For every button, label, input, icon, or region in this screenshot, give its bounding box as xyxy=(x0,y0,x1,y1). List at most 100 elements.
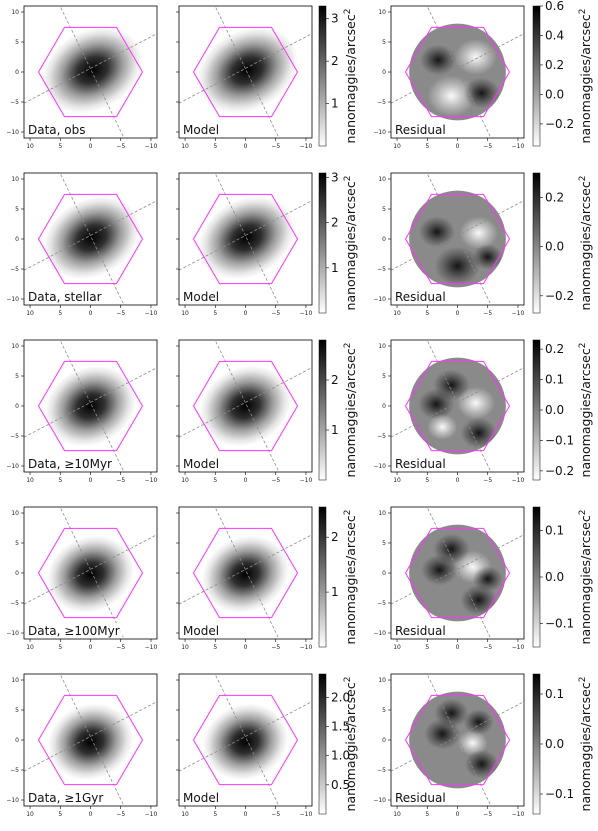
colorbar-label-sup: 2 xyxy=(578,677,588,683)
panel-model-3: 10 5 0 −5 −10 Model xyxy=(176,339,312,484)
residual-feature-2 xyxy=(456,386,495,420)
y-tick-label: −5 xyxy=(10,600,19,607)
hexagon-footprint xyxy=(404,360,511,452)
panel-model-2: 10 5 0 −5 −10 Model xyxy=(176,172,312,317)
colorbar-tick-label: −0.1 xyxy=(545,433,574,447)
panel-label: Model xyxy=(183,290,219,304)
colorbar-tick-label: 0.0 xyxy=(545,570,564,584)
panel-label-bg xyxy=(180,289,223,304)
y-tick-label: 5 xyxy=(382,707,386,714)
panel-residual-3: 10 5 0 −5 −10 10 5 0 −5 −10 Residual xyxy=(373,339,524,484)
x-tick-label: 5 xyxy=(58,477,62,484)
colorbar-tick-label: −0.2 xyxy=(545,117,574,131)
colorbar-gradient xyxy=(532,673,541,815)
x-tick-label: 5 xyxy=(425,477,429,484)
x-tick-label: −5 xyxy=(271,143,280,150)
panel-label: Residual xyxy=(395,290,446,304)
x-tick-label: −5 xyxy=(116,310,125,317)
colorbar-tick-label: 1 xyxy=(331,261,339,275)
residual-feature-4 xyxy=(433,369,470,401)
y-tick-label: 10 xyxy=(378,9,386,16)
residual-feature-2 xyxy=(459,216,499,250)
panel-plot-area xyxy=(391,6,524,138)
hexagon-footprint xyxy=(404,26,511,118)
y-tick-label: −5 xyxy=(10,99,19,106)
y-tick-label: 0 xyxy=(382,236,386,243)
x-tick-label: −10 xyxy=(145,477,158,484)
panel-plot-area xyxy=(391,340,524,472)
hexagon-footprint xyxy=(37,26,144,118)
panel-label-bg xyxy=(25,122,89,137)
panel-label-bg xyxy=(25,289,105,304)
x-tick-label: 0 xyxy=(89,477,93,484)
panel-plot-area xyxy=(179,507,312,639)
colorbar-tick-label: 2 xyxy=(331,54,339,68)
panel-label: Model xyxy=(183,624,219,638)
x-tick-label: −5 xyxy=(116,644,125,651)
y-tick-label: −5 xyxy=(10,767,19,774)
y-tick-label: −10 xyxy=(373,463,386,470)
minor-axis-line xyxy=(426,340,492,472)
residual-feature-4 xyxy=(434,698,469,728)
residual-feature-3 xyxy=(460,584,497,616)
y-tick-label: 0 xyxy=(382,403,386,410)
x-tick-label: 10 xyxy=(181,811,189,818)
panel-label: Residual xyxy=(395,123,446,137)
x-tick-label: 0 xyxy=(244,644,248,651)
colorbar-label: nanomaggies/arcsec2 xyxy=(578,510,593,645)
panel-label-bg xyxy=(392,456,449,471)
x-tick-label: 5 xyxy=(425,644,429,651)
colorbar-tick-label: 0.2 xyxy=(545,342,564,356)
galaxy-image xyxy=(196,27,298,114)
residual-feature-1 xyxy=(420,44,457,76)
panel-residual-1: 10 5 0 −5 −10 10 5 0 −5 −10 Residual xyxy=(373,5,524,150)
x-tick-label: 10 xyxy=(393,811,401,818)
minor-axis-line xyxy=(426,6,492,138)
panel-label-bg xyxy=(25,623,123,638)
colorbar-label: nanomaggies/arcsec2 xyxy=(343,510,358,645)
x-tick-label: −5 xyxy=(271,811,280,818)
colorbar-tick-label: 0.6 xyxy=(545,0,564,13)
y-tick-label: −5 xyxy=(10,266,19,273)
x-tick-label: 10 xyxy=(393,477,401,484)
panel-label: Residual xyxy=(395,791,446,805)
colorbar-tick-label: 2 xyxy=(331,530,339,544)
y-tick-label: 10 xyxy=(378,677,386,684)
y-tick-label: 5 xyxy=(382,373,386,380)
panel-label: Residual xyxy=(395,457,446,471)
y-tick-label: 0 xyxy=(382,570,386,577)
minor-axis-line xyxy=(214,173,280,305)
colorbar-tick-label: −0.2 xyxy=(545,464,574,478)
y-tick-label: 0 xyxy=(15,737,19,744)
panel-label: Data, ≥100Myr xyxy=(28,624,120,638)
panel-label: Model xyxy=(183,791,219,805)
colorbar-label: nanomaggies/arcsec2 xyxy=(578,176,593,311)
panel-plot-area xyxy=(24,6,157,138)
x-tick-label: −10 xyxy=(512,644,525,651)
x-tick-label: −10 xyxy=(300,143,313,150)
panel-label: Data, ≥10Myr xyxy=(28,457,112,471)
y-tick-label: −10 xyxy=(373,296,386,303)
x-tick-label: 0 xyxy=(244,477,248,484)
x-tick-label: 5 xyxy=(213,310,217,317)
x-tick-label: 10 xyxy=(26,310,34,317)
colorbar-tick-label: 0.1 xyxy=(545,687,564,701)
x-tick-label: 0 xyxy=(456,143,460,150)
x-tick-label: 0 xyxy=(89,644,93,651)
x-tick-label: 0 xyxy=(244,143,248,150)
panel-label: Data, stellar xyxy=(28,290,102,304)
y-tick-label: −5 xyxy=(377,767,386,774)
panel-label-bg xyxy=(180,122,223,137)
panel-label-bg xyxy=(25,456,115,471)
x-tick-label: −5 xyxy=(483,811,492,818)
x-tick-label: −10 xyxy=(145,310,158,317)
minor-axis-line xyxy=(59,173,125,305)
x-tick-label: 10 xyxy=(181,644,189,651)
minor-axis-line xyxy=(59,507,125,639)
colorbar-label: nanomaggies/arcsec2 xyxy=(343,176,358,311)
colorbar-label-text: nanomaggies/arcsec xyxy=(578,515,593,644)
x-tick-label: 5 xyxy=(213,143,217,150)
x-tick-label: 0 xyxy=(456,811,460,818)
x-tick-label: −10 xyxy=(300,811,313,818)
